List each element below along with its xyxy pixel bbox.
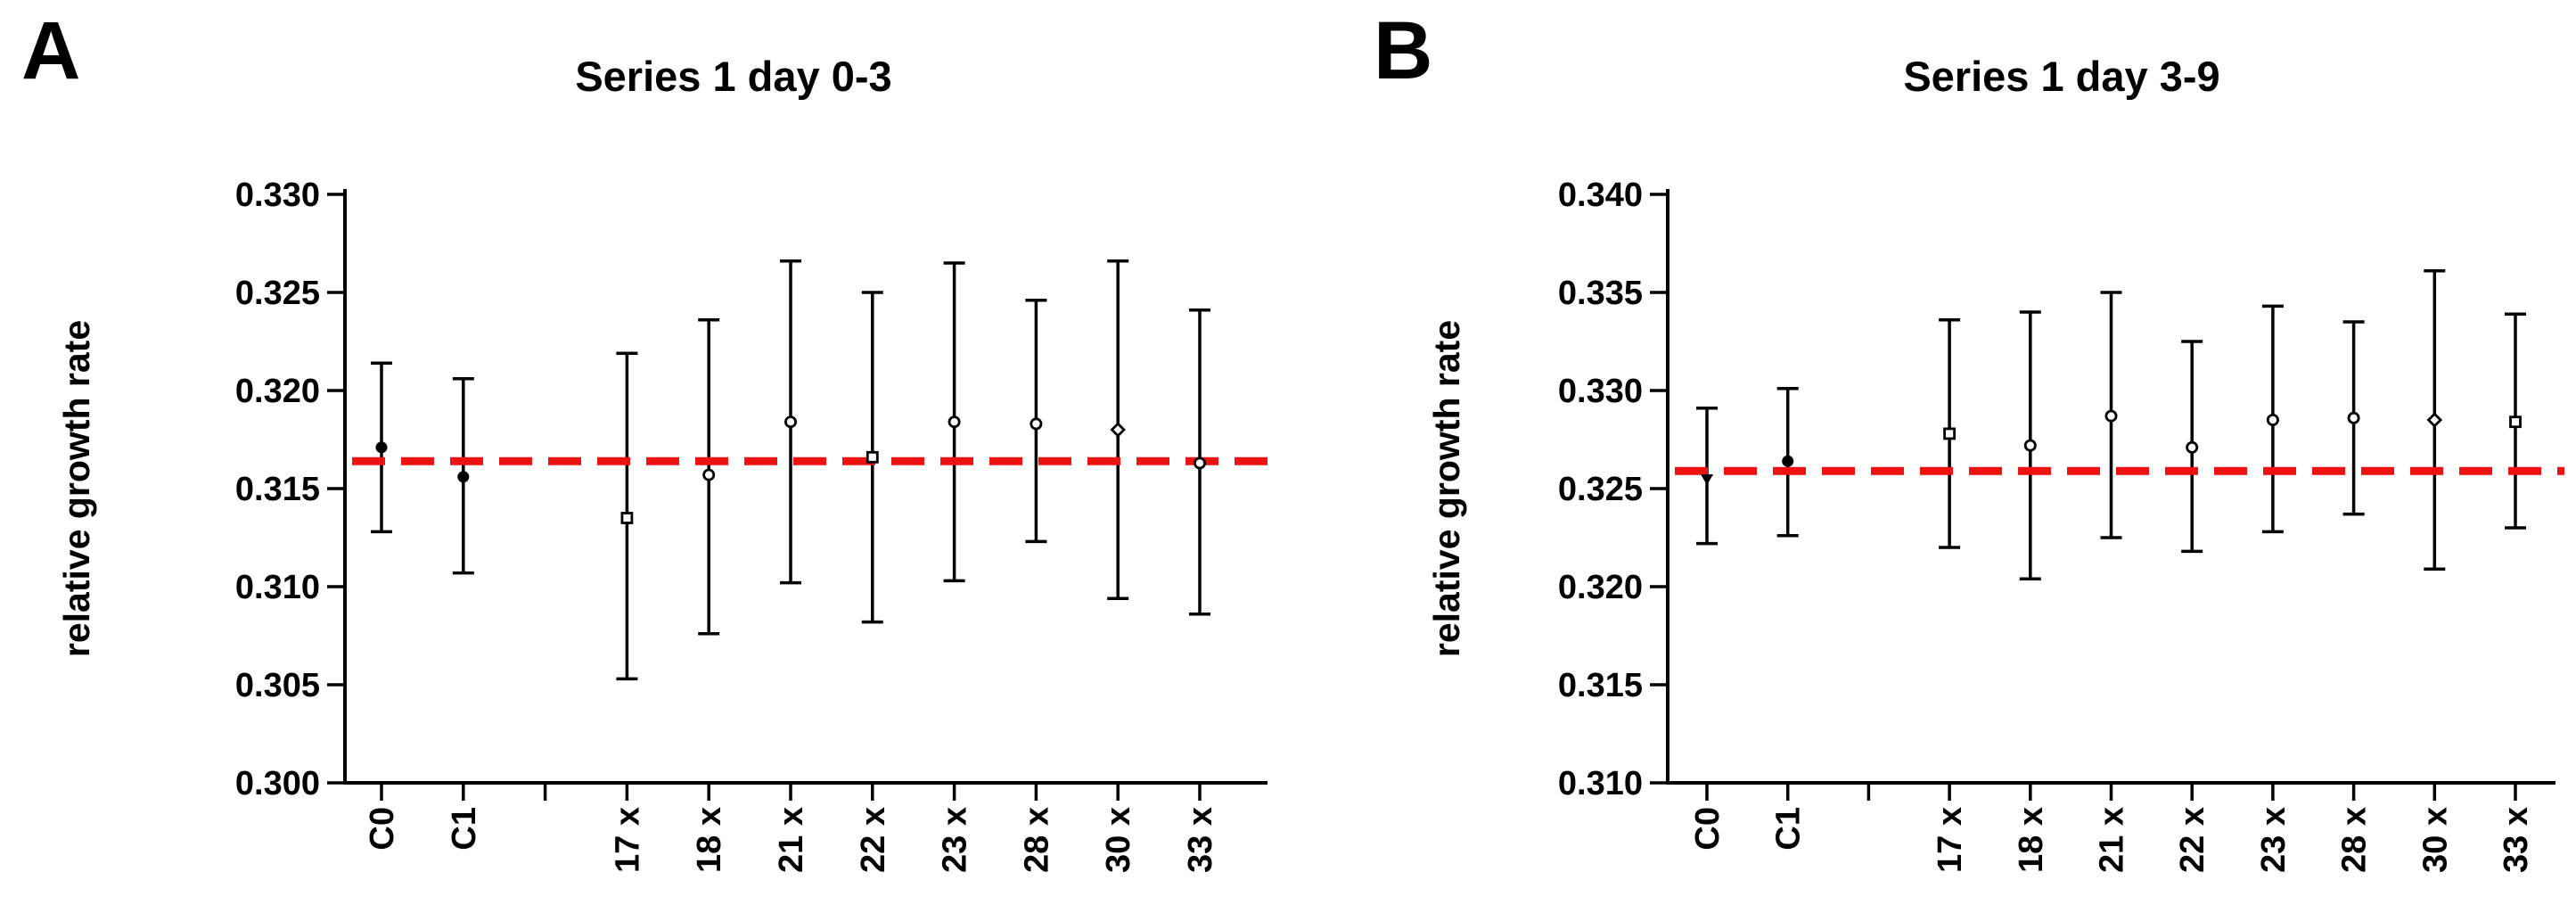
x-tick-label: 23 x (2255, 807, 2293, 873)
y-tick-label: 0.315 (235, 471, 320, 508)
panel-b: B Series 1 day 3-9 relative growth rate … (1288, 0, 2576, 913)
x-tick-label: 33 x (2498, 807, 2535, 873)
y-tick-label: 0.320 (235, 373, 320, 410)
x-tick-label: 21 x (773, 807, 810, 873)
x-tick-label: 22 x (2174, 807, 2211, 873)
x-tick-label: 17 x (1932, 807, 1969, 873)
data-point-marker (2023, 439, 2037, 452)
data-point-marker (375, 441, 388, 454)
x-tick-label: 28 x (1018, 807, 1055, 873)
data-point-marker (2347, 411, 2360, 424)
error-bars-group (1696, 269, 2526, 580)
data-point-marker (2509, 415, 2522, 429)
markers-group: C0 C1 17 x 18 x 21 x 22 x 23 x 28 x 30 x 33 x (364, 415, 1219, 873)
markers-group: C0 C1 17 x 18 x 21 x 22 x 23 x 28 x 30 x 33 x (1689, 409, 2535, 873)
y-tick-label: 0.320 (1558, 569, 1643, 606)
y-tick-label: 0.340 (1558, 177, 1643, 214)
x-tick-label: 33 x (1182, 807, 1219, 873)
panel-b-letter: B (1374, 5, 1432, 96)
y-tick-label: 0.310 (1558, 765, 1643, 802)
data-point-marker (1030, 417, 1043, 431)
x-tick-label: C0 (1689, 807, 1727, 851)
x-tick-label: 18 x (691, 807, 728, 873)
panel-a-letter: A (21, 5, 80, 96)
y-tick-label: 0.335 (1558, 275, 1643, 312)
data-point-marker (1110, 422, 1126, 438)
data-point-marker (948, 415, 961, 429)
panel-b-chart: B Series 1 day 3-9 relative growth rate … (1374, 5, 2564, 873)
data-point-marker (2266, 413, 2279, 426)
data-point-marker (1943, 427, 1956, 440)
panel-a-chart: A Series 1 day 0-3 relative growth rate … (21, 5, 1276, 873)
x-tick-label: 21 x (2094, 807, 2131, 873)
y-tick-label: 0.310 (235, 569, 320, 606)
x-tick-label: C0 (364, 807, 401, 851)
y-tick-label: 0.325 (235, 275, 320, 312)
data-point-marker (2186, 440, 2199, 454)
panel-b-title: Series 1 day 3-9 (1903, 53, 2219, 100)
data-point-marker (457, 471, 470, 483)
y-tick-label: 0.300 (235, 765, 320, 802)
x-tick-label: 23 x (937, 807, 974, 873)
x-tick-label: C1 (1770, 807, 1808, 851)
x-tick-label: C1 (446, 807, 483, 851)
x-tick-label: 17 x (609, 807, 646, 873)
x-tick-label: 30 x (2416, 807, 2454, 873)
x-tick-label: 30 x (1100, 807, 1137, 873)
y-tick-label: 0.315 (1558, 667, 1643, 704)
y-tick-label: 0.325 (1558, 471, 1643, 508)
panel-b-y-axis-title: relative growth rate (1426, 320, 1467, 657)
data-point-marker (702, 468, 716, 481)
data-point-marker (866, 450, 879, 464)
y-tick-label: 0.305 (235, 667, 320, 704)
panel-b-plot-area: 0.340 0.335 0.330 0.325 0.320 0.315 0.310 C0 C1 1… (1558, 177, 2564, 873)
data-point-marker (1194, 456, 1207, 470)
data-point-marker (1782, 455, 1794, 467)
x-tick-label: 18 x (2013, 807, 2050, 873)
panel-a-plot-area: 0.330 0.325 0.320 0.315 0.310 0.305 0.300 C0 C1 1… (235, 177, 1276, 873)
y-tick-label: 0.330 (1558, 373, 1643, 410)
x-tick-label: 22 x (855, 807, 892, 873)
panel-a: A Series 1 day 0-3 relative growth rate … (21, 5, 1276, 873)
y-tick-label: 0.330 (235, 177, 320, 214)
x-tick-label: 28 x (2336, 807, 2374, 873)
panel-a-title: Series 1 day 0-3 (575, 53, 891, 100)
data-point-marker (2104, 409, 2118, 423)
error-bars-group (371, 259, 1210, 681)
data-point-marker (1701, 474, 1713, 485)
data-point-marker (620, 512, 634, 524)
data-point-marker (784, 415, 798, 429)
panel-a-y-axis-title: relative growth rate (56, 320, 97, 657)
data-point-marker (2426, 412, 2443, 428)
